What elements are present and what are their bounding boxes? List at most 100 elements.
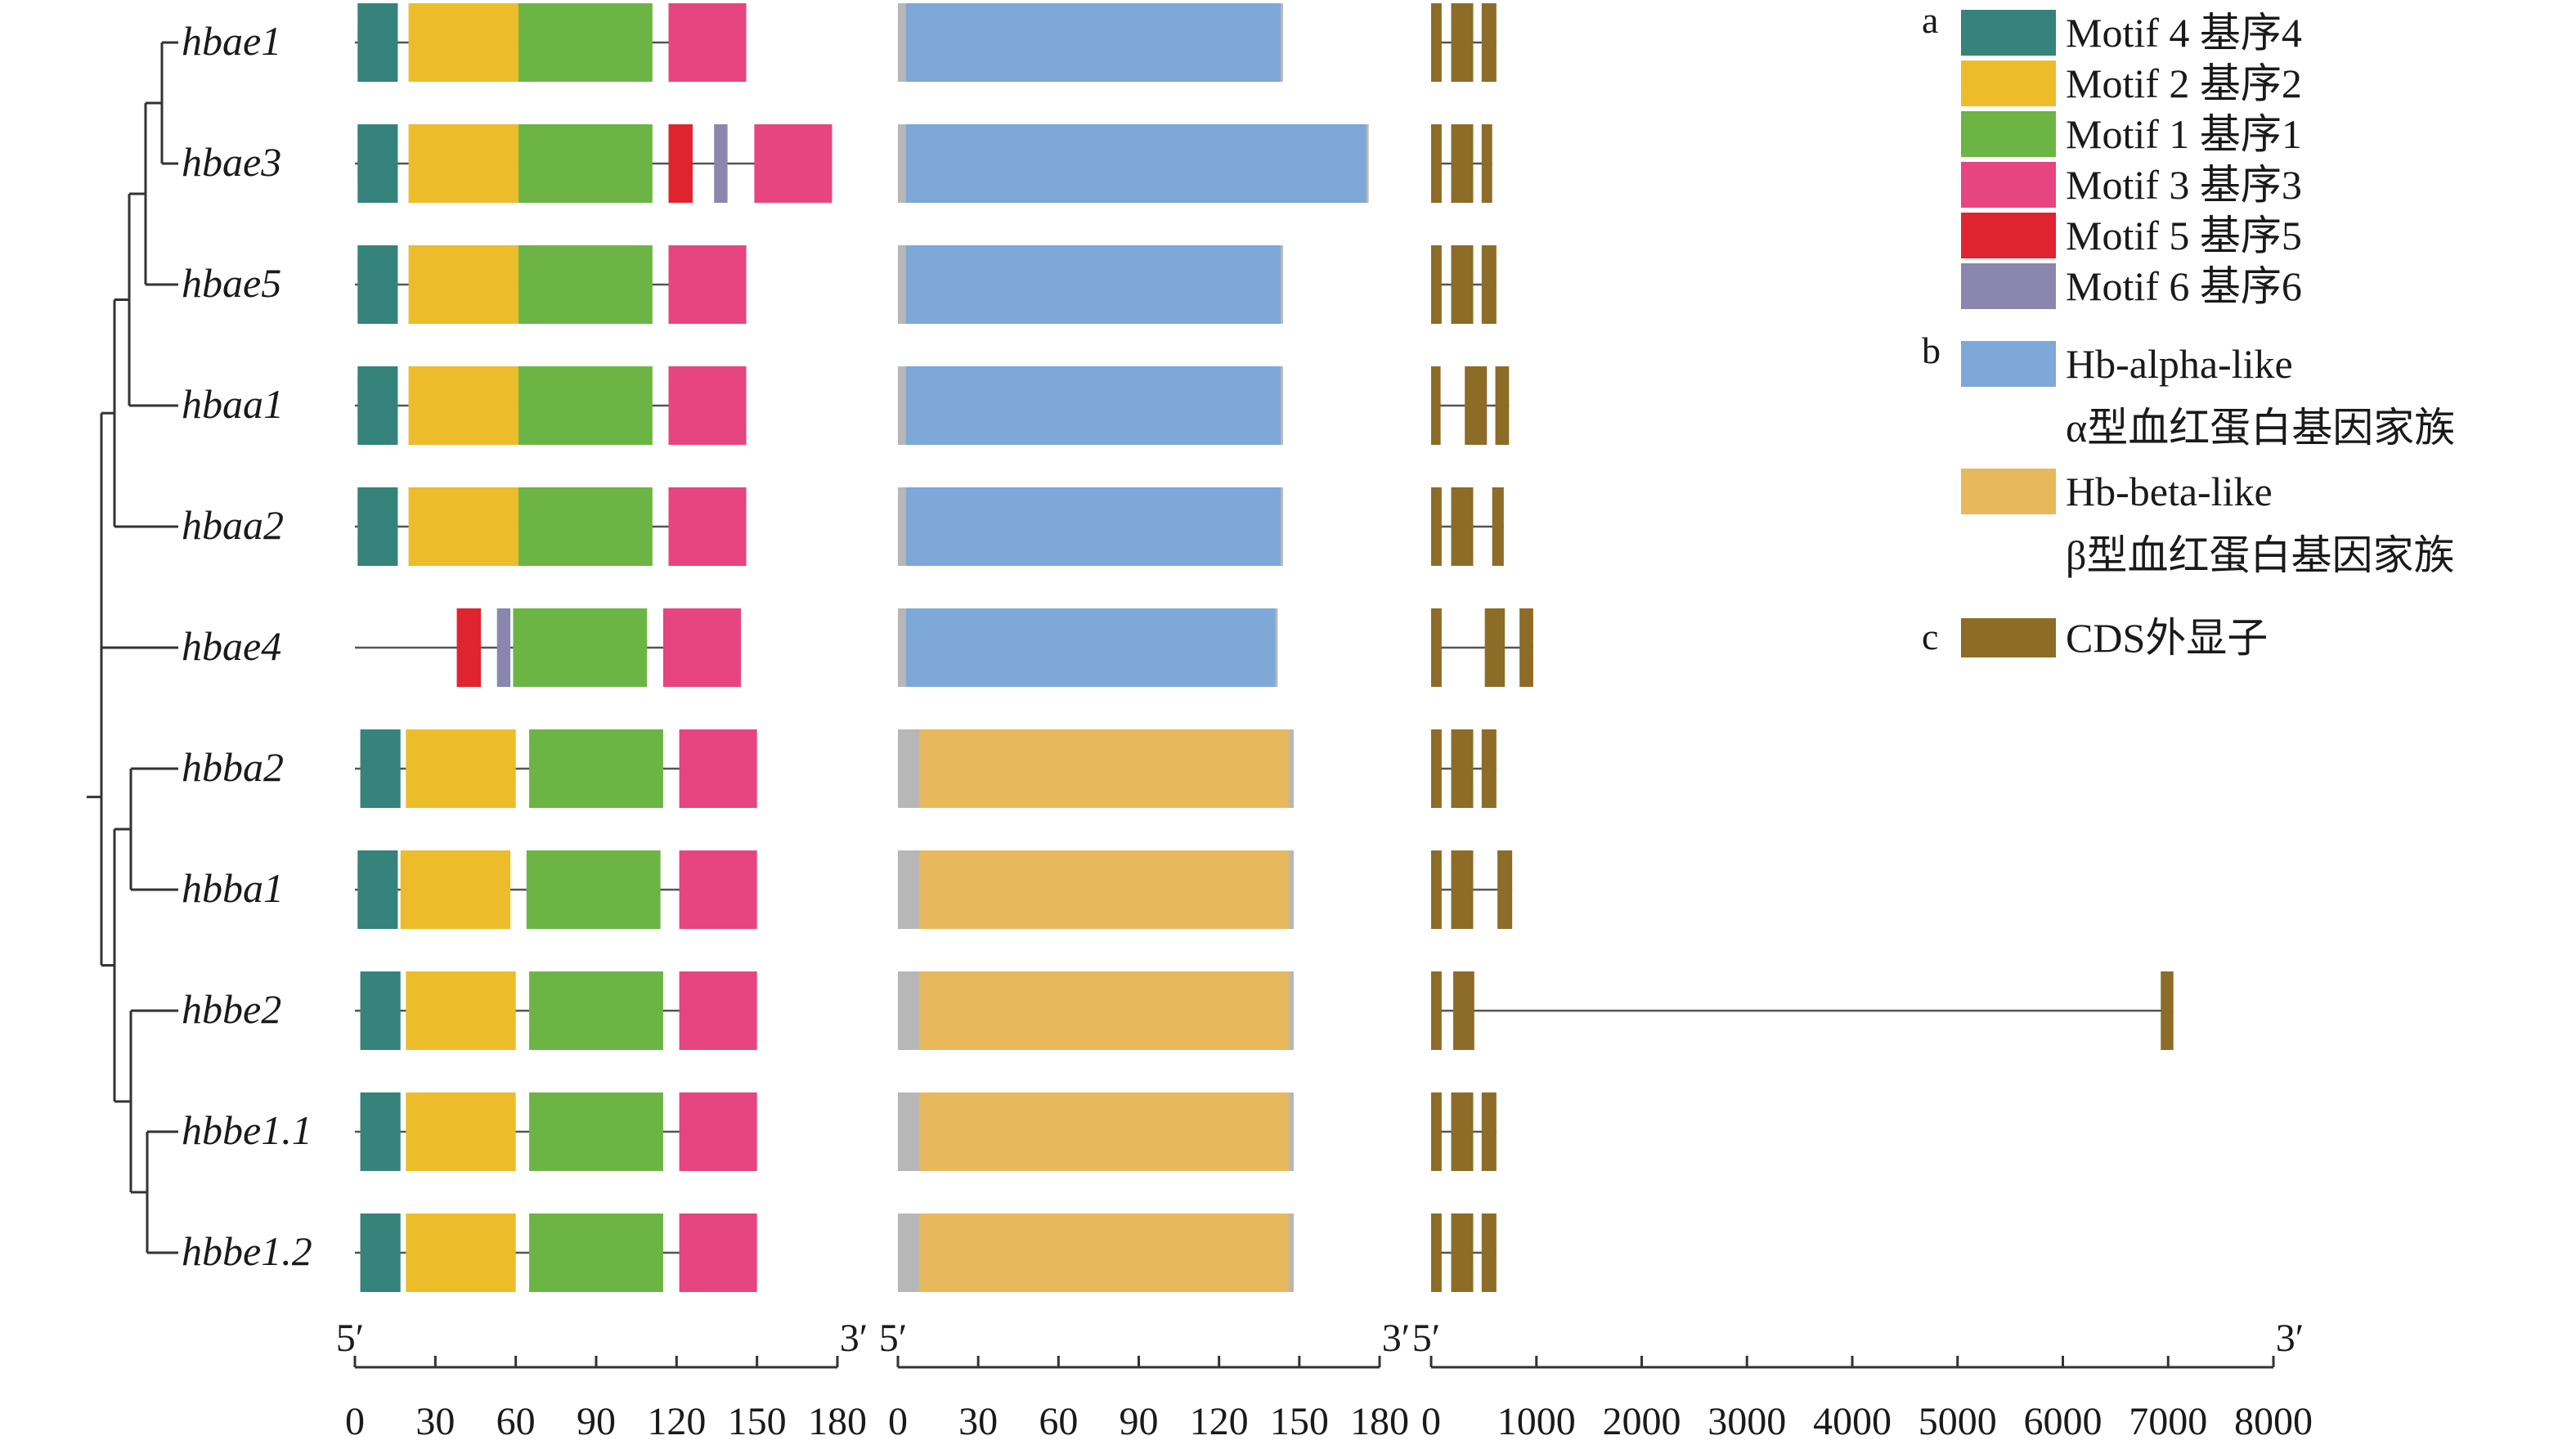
exon-box: [1451, 1092, 1474, 1171]
motif1-box: [518, 487, 653, 566]
domain-row: [898, 245, 1283, 324]
legend-item: Hb-alpha-like α型血红蛋白基因家族: [1961, 341, 2455, 451]
tree-branch: [129, 1009, 178, 1194]
tick-label: 2000: [1603, 1400, 1681, 1443]
exon-box: [1451, 245, 1474, 324]
legend-swatch: [1961, 10, 2056, 56]
motif3-box: [679, 971, 757, 1050]
three-prime-label: 3′: [1382, 1317, 1411, 1360]
phylogenetic-tree: [87, 41, 178, 1254]
legend-item: CDS外显子: [1961, 615, 2268, 661]
motif4-box: [357, 3, 398, 82]
legend-section-letter: b: [1922, 330, 1941, 371]
three-prime-label: 3′: [840, 1317, 868, 1360]
gene-label: hbaa2: [182, 502, 284, 548]
motif3-box: [668, 366, 747, 445]
legend-swatch: [1961, 341, 2056, 387]
legend-label: Motif 1 基序1: [2066, 111, 2302, 157]
exon-box: [1451, 487, 1474, 566]
exon-row: [1431, 971, 2174, 1050]
legend-label: Motif 5 基序5: [2066, 213, 2302, 258]
motif4-box: [357, 245, 398, 324]
beta_domain-box: [919, 729, 1289, 808]
legend-swatch: [1961, 111, 2056, 157]
motif2-box: [408, 487, 518, 566]
legend-section-letter: a: [1922, 0, 1938, 41]
gene-label: hbba2: [182, 744, 284, 790]
legend-sublabel: α型血红蛋白基因家族: [2066, 405, 2455, 451]
exon-panel: [1431, 3, 2174, 1292]
motif2-box: [406, 729, 516, 808]
tree-branch: [128, 192, 178, 407]
exon-box: [1431, 971, 1442, 1050]
motif-row: [355, 1092, 757, 1171]
exon-box: [1451, 729, 1474, 808]
legend-label: CDS外显子: [2066, 615, 2268, 661]
exon-box: [1481, 245, 1497, 324]
exon-box: [1451, 1213, 1474, 1292]
motif1-box: [526, 850, 661, 929]
gene-label: hbae3: [182, 139, 281, 185]
five-prime-label: 5′: [879, 1317, 908, 1360]
legend-label: Motif 2 基序2: [2066, 61, 2302, 106]
motif4-box: [360, 1092, 401, 1171]
domain-panel: [898, 3, 1369, 1292]
motif3-box: [679, 1213, 757, 1292]
domain-row: [898, 608, 1278, 687]
alpha_domain-box: [905, 124, 1367, 203]
tree-branch: [100, 530, 114, 967]
legend-item: Motif 3 基序3: [1961, 162, 2302, 208]
legend-swatch: [1961, 162, 2056, 208]
alpha_domain-box: [905, 487, 1281, 566]
exon-row: [1431, 729, 1497, 808]
exon-box: [1431, 850, 1442, 929]
gene-label: hbbe1.2: [182, 1228, 312, 1274]
tick-label: 150: [728, 1400, 787, 1443]
motif-row: [355, 366, 747, 445]
motif3-box: [679, 850, 757, 929]
tree-branch: [113, 828, 131, 1103]
motif-row: [355, 487, 747, 566]
exon-axis: 0 1000 2000 3000 4000 5000 6000 7000 8000 5′ 3′: [1412, 1317, 2313, 1443]
motif-row: [355, 124, 832, 203]
legend-item: Motif 4 基序4: [1961, 10, 2302, 56]
motif3-box: [679, 729, 757, 808]
exon-box: [1519, 608, 1533, 687]
beta_domain-box: [919, 850, 1289, 929]
motif4-box: [360, 1213, 401, 1292]
motif-row: [355, 971, 757, 1050]
legend-sublabel: β型血红蛋白基因家族: [2066, 532, 2454, 578]
motif4-box: [357, 366, 398, 445]
exon-box: [1481, 1092, 1497, 1171]
tree-branch: [100, 411, 178, 649]
exon-box: [1451, 124, 1474, 203]
motif1-box: [513, 608, 648, 687]
motif-panel: [355, 3, 832, 1292]
motif-row: [355, 3, 747, 82]
gene-label: hbaa1: [182, 381, 284, 427]
exon-box: [1431, 366, 1441, 445]
five-prime-label: 5′: [336, 1317, 365, 1360]
gene-label: hbae5: [182, 260, 281, 306]
motif1-box: [529, 729, 663, 808]
exon-box: [1431, 487, 1442, 566]
exon-row: [1431, 850, 1513, 929]
domain-row: [898, 487, 1283, 566]
domain-row: [898, 1092, 1295, 1171]
five-prime-label: 5′: [1412, 1317, 1441, 1360]
domain-row: [898, 850, 1295, 929]
motif4-box: [360, 971, 401, 1050]
exon-row: [1431, 245, 1497, 324]
motif1-box: [529, 971, 663, 1050]
tick-label: 90: [577, 1400, 616, 1443]
beta_domain-box: [919, 1213, 1289, 1292]
motif1-box: [529, 1213, 663, 1292]
alpha_domain-box: [905, 3, 1281, 82]
tree-branch: [129, 767, 178, 891]
exon-box: [1431, 1213, 1442, 1292]
motif4-box: [357, 850, 398, 929]
legend-swatch: [1961, 263, 2056, 309]
motif1-box: [518, 366, 653, 445]
motif3-box: [668, 487, 747, 566]
